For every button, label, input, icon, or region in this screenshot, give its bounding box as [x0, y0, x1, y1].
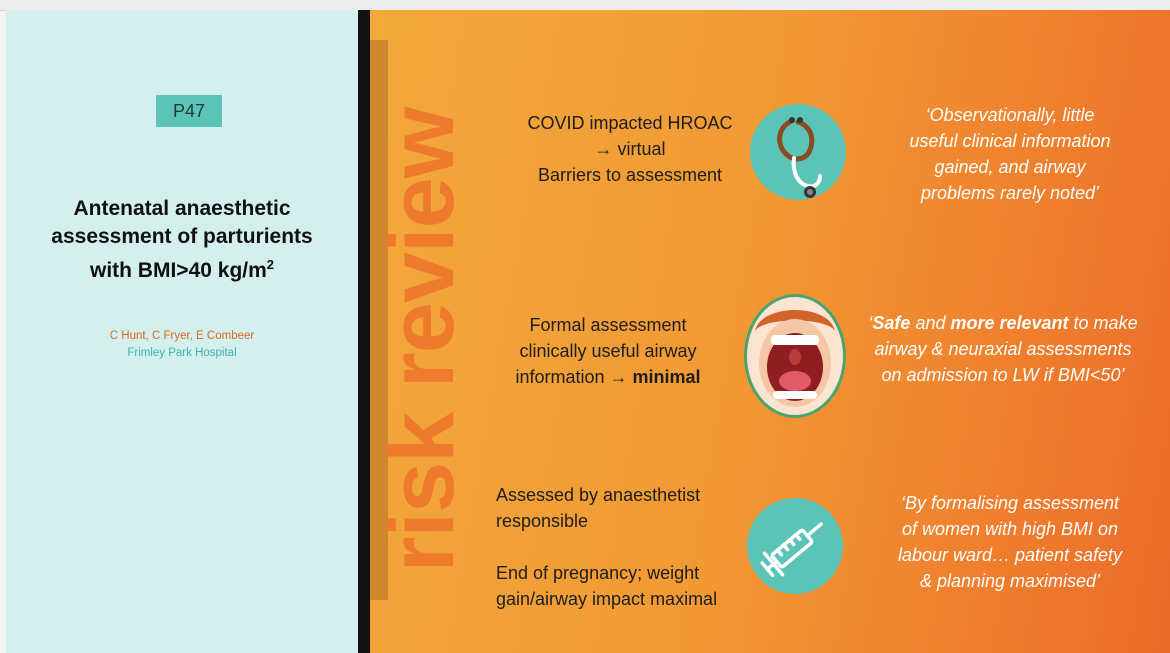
row2-line1: Formal assessment	[529, 315, 687, 335]
poster-title: Antenatal anaesthetic assessment of partu…	[6, 195, 358, 285]
row1-quote-line1: ‘Observationally, little	[925, 105, 1095, 125]
risk-review-heading: risk review	[371, 107, 473, 573]
row1-line2: → virtual	[594, 139, 666, 159]
row2-line3: information → minimal	[515, 367, 701, 387]
title-panel: P47 Antenatal anaesthetic assessment of p…	[6, 10, 358, 653]
row1-quote-line4: problems rarely noted’	[920, 183, 1100, 203]
row2-quote-line2: airway & neuraxial assessments	[874, 339, 1132, 359]
panel-shadow	[370, 40, 388, 600]
syringe-icon	[747, 498, 843, 594]
row2-quote-line3: on admission to LW if BMI<50’	[881, 365, 1125, 385]
content-panel: risk review COVID impacted HROAC → virtu…	[370, 10, 1170, 653]
hospital-name: Frimley Park Hospital	[127, 347, 237, 359]
stethoscope-icon	[750, 104, 846, 200]
row1-line3: Barriers to assessment	[537, 165, 723, 185]
row2-emphasis: minimal	[632, 367, 701, 387]
title-superscript: 2	[266, 257, 275, 272]
row2-quote: ‘Safe and more relevant to make airway &…	[848, 310, 1158, 388]
row1-quote-line3: gained, and airway	[934, 157, 1086, 177]
quote-safe: Safe	[872, 313, 911, 333]
row1-text: COVID impacted HROAC → virtual Barriers …	[510, 110, 750, 188]
poster-number-badge: P47	[156, 95, 222, 127]
row3-spacer	[496, 534, 756, 560]
row2-line2: clinically useful airway	[519, 341, 697, 361]
vertical-divider	[358, 10, 370, 653]
authors: C Hunt, C Fryer, E Combeer	[109, 330, 255, 342]
row3-quote: ‘By formalising assessment of women with…	[870, 490, 1150, 594]
open-mouth-icon	[744, 294, 846, 418]
row2-quote-line1: ‘Safe and more relevant to make	[868, 313, 1138, 333]
quote-more-relevant: more relevant	[950, 313, 1069, 333]
row1-line1: COVID impacted HROAC	[527, 113, 733, 133]
row1-quote-line2: useful clinical information	[909, 131, 1111, 151]
row3-quote-line4: & planning maximised’	[919, 571, 1101, 591]
row3-quote-line1: ‘By formalising assessment	[900, 493, 1120, 513]
row3-text: Assessed by anaesthetist responsible End…	[496, 482, 756, 612]
row1-quote: ‘Observationally, little useful clinical…	[865, 102, 1155, 206]
row3-line2: responsible	[496, 511, 589, 531]
row2-text: Formal assessment clinically useful airw…	[488, 312, 728, 390]
row3-quote-line3: labour ward… patient safety	[897, 545, 1123, 565]
row3-line4: gain/airway impact maximal	[496, 589, 718, 609]
row3-line1: Assessed by anaesthetist	[496, 485, 701, 505]
poster-title-line: Antenatal anaesthetic assessment of partu…	[51, 197, 313, 282]
row3-quote-line2: of women with high BMI on	[901, 519, 1119, 539]
row3-line3: End of pregnancy; weight	[496, 563, 700, 583]
